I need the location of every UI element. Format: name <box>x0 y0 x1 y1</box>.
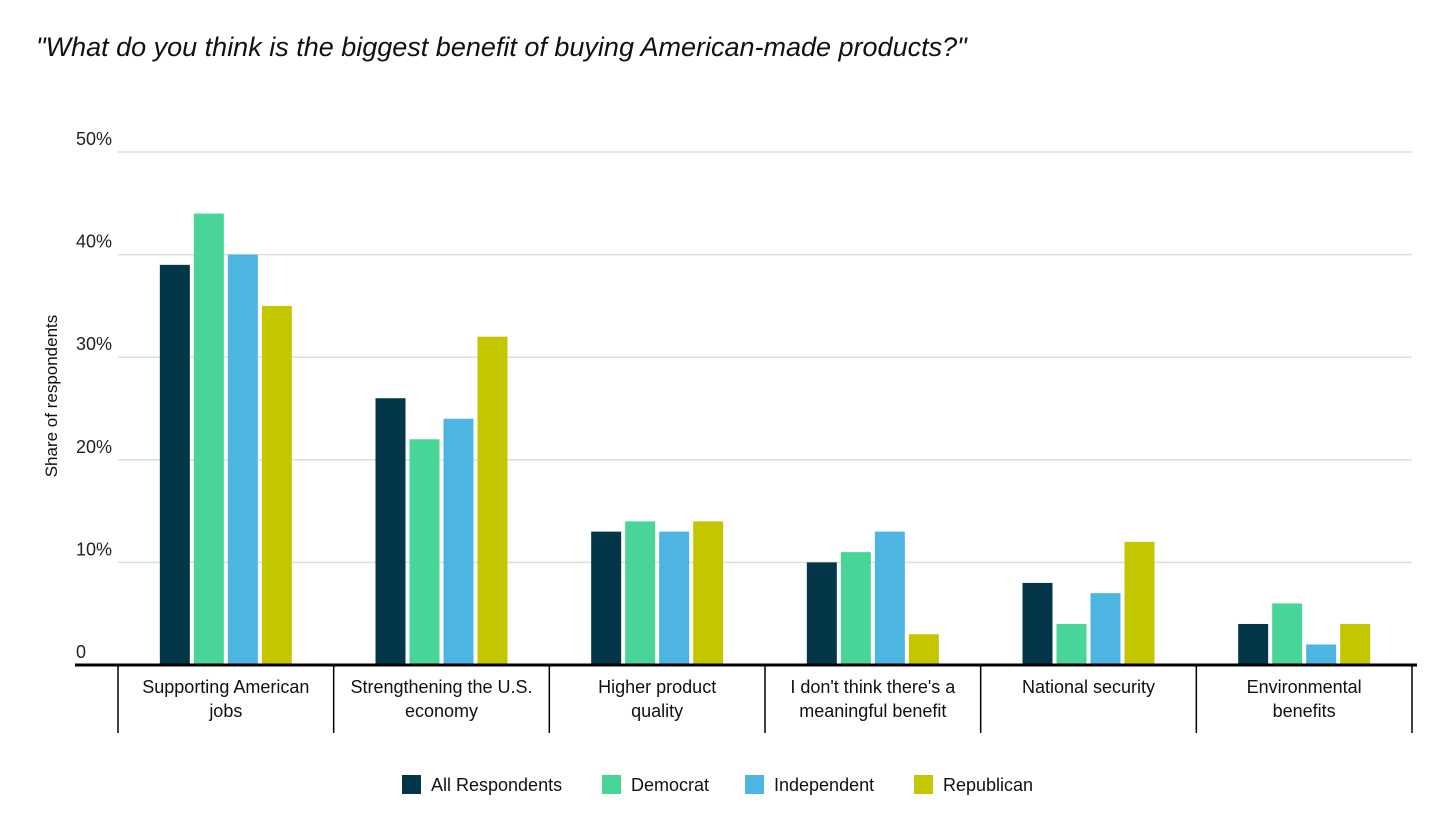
legend-swatch-republican <box>914 775 933 794</box>
x-tick-label: Supporting American jobs <box>142 677 309 721</box>
bar-all-respondents <box>1022 582 1053 665</box>
x-tick-label: Environmental benefits <box>1247 677 1362 721</box>
bar-republican <box>477 336 508 665</box>
legend-swatch-all-respondents <box>402 775 421 794</box>
legend-label-independent: Independent <box>774 775 874 795</box>
y-axis-label: Share of respondents <box>42 315 61 478</box>
bar-democrat <box>409 439 440 665</box>
y-tick-label: 50% <box>76 129 112 149</box>
bar-all-respondents <box>591 531 622 665</box>
legend-swatch-independent <box>745 775 764 794</box>
x-tick-label: National security <box>1022 677 1155 697</box>
bar-independent <box>659 531 690 665</box>
legend-label-all-respondents: All Respondents <box>431 775 562 795</box>
bar-all-respondents <box>375 398 406 665</box>
bar-independent <box>1090 593 1121 665</box>
bar-democrat <box>625 521 656 665</box>
bar-republican <box>1124 541 1155 665</box>
bar-all-respondents <box>1238 623 1269 665</box>
bar-republican <box>1340 623 1371 665</box>
bar-all-respondents <box>159 264 190 665</box>
bar-democrat <box>840 552 871 665</box>
bar-independent <box>874 531 905 665</box>
bar-independent <box>227 254 258 665</box>
bar-democrat <box>1272 603 1303 665</box>
y-tick-label: 10% <box>76 539 112 559</box>
legend-label-republican: Republican <box>943 775 1033 795</box>
y-tick-label: 20% <box>76 437 112 457</box>
y-tick-label: 40% <box>76 232 112 252</box>
bar-all-respondents <box>806 562 837 665</box>
chart-title: "What do you think is the biggest benefi… <box>36 32 967 62</box>
bar-republican <box>908 634 939 665</box>
legend-swatch-democrat <box>602 775 621 794</box>
bar-democrat <box>193 213 224 665</box>
x-tick-label: Higher product quality <box>598 677 716 721</box>
bar-republican <box>261 305 292 665</box>
y-tick-label: 30% <box>76 334 112 354</box>
y-tick-label: 0 <box>76 642 86 662</box>
x-tick-label: Strengthening the U.S. economy <box>350 677 532 721</box>
bar-republican <box>693 521 724 665</box>
bar-independent <box>443 418 474 665</box>
bar-democrat <box>1056 623 1087 665</box>
x-tick-label: I don't think there's a meaningful benefi… <box>790 677 956 721</box>
bar-independent <box>1306 644 1337 665</box>
legend-label-democrat: Democrat <box>631 775 709 795</box>
